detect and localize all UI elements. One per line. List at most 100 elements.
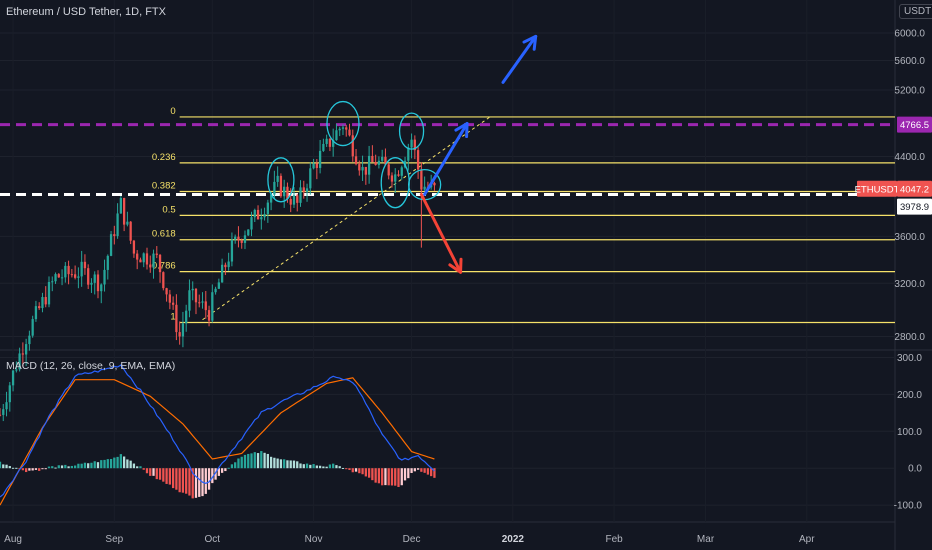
candle-body [253,209,256,218]
price-tick-label: 5200.0 [894,86,925,97]
candle-body [44,297,47,305]
support-price-label: 3978.9 [900,202,929,213]
macd-histogram-bar [181,468,185,493]
trendline[interactable] [202,116,491,321]
price-labels: 4766.5 ETHUSDT 4047.2 3978.9 [855,116,932,215]
candle-body [18,353,21,370]
scenario-arrows[interactable] [419,34,538,274]
candle-body [237,236,240,241]
macd-histogram-bar [377,468,381,484]
candle-body [132,240,136,254]
macd-series [0,364,436,506]
macd-histogram-bar [433,468,436,478]
fib-level-label: 0.618 [152,229,176,240]
candle-body [165,288,168,295]
candle-body [302,187,305,192]
macd-histogram-bar [325,466,328,469]
candle-body [214,288,217,293]
time-tick-label: Mar [697,534,715,545]
candle-body [315,163,318,168]
macd-histogram-bar [21,468,25,471]
candle-body [250,217,253,230]
macd-histogram-bar [381,468,384,486]
time-tick-label: Sep [105,534,123,545]
candle-body [230,239,234,262]
candle-body [312,163,315,169]
time-tick-label: Apr [799,534,815,545]
candle-body [367,155,371,175]
time-tick-label: Oct [205,534,221,545]
macd-histogram-bar [106,459,109,469]
macd-histogram-bar [328,464,332,469]
macd-histogram-bar [276,458,279,469]
arrow-up-second-head [522,34,538,51]
arrow-up-second [501,34,538,84]
currency-badge[interactable]: USDT [899,4,932,19]
candle-body [299,187,302,203]
candle-body [338,128,341,131]
macd-histogram-bar [87,463,90,469]
macd-histogram-bar [279,459,283,469]
pattern-circles[interactable] [267,100,442,209]
pattern-circle [267,157,295,203]
macd-histogram-bar [204,468,207,494]
candle-body [60,277,64,279]
macd-histogram-bar [292,460,296,469]
candle-body [273,181,276,195]
horizontal-lines[interactable] [0,123,895,196]
candlestick-series [0,123,436,422]
candle-body [175,304,178,333]
candle-body [384,156,387,165]
macd-histogram-bar [250,453,253,469]
time-tick-label: Dec [403,534,421,545]
fibonacci-retracement[interactable]: 0 0.236 0.382 0.5 0.618 0.786 1 [152,106,895,324]
macd-histogram-bar [354,468,358,472]
candle-body [70,274,74,276]
macd-tick-label: 200.0 [897,390,922,401]
macd-histogram-bar [227,467,230,469]
macd-histogram-bar [109,458,113,469]
price-tick-label: 4400.0 [894,152,925,163]
macd-histogram-bar [64,464,67,469]
candle-body [400,167,403,176]
candle-body [145,253,149,265]
macd-histogram-bar [100,460,103,469]
candle-body [387,164,390,176]
candle-body [47,281,51,305]
candle-body [51,281,54,283]
macd-line [0,364,435,498]
candle-body [168,294,171,303]
resistance-price-label: 4766.5 [900,120,929,131]
fib-level-label: 0 [170,106,175,117]
macd-histogram-bar [77,463,80,469]
macd-tick-label: 300.0 [897,353,922,364]
candle-body [5,402,8,410]
candle-body [191,288,194,291]
macd-histogram-bar [420,468,423,472]
price-tick-label: 6000.0 [894,29,925,40]
macd-histogram-bar [296,461,299,469]
macd-histogram-bar [47,466,51,469]
fib-level-label: 0.5 [162,204,175,215]
macd-histogram-bar [305,463,309,469]
macd-histogram-bar [90,462,93,469]
candle-body [80,261,83,277]
candle-body [328,138,332,147]
candle-body [266,202,269,215]
macd-histogram-bar [24,468,28,473]
candle-body [152,253,155,268]
candle-body [83,261,87,269]
macd-histogram-bar [168,468,171,485]
candle-body [358,164,361,171]
candle-body [227,261,230,268]
macd-histogram-bar [2,464,5,469]
candle-body [364,166,367,175]
macd-histogram-bar [198,468,201,497]
candle-body [269,194,273,203]
candle-body [335,130,338,141]
candle-body [286,186,289,199]
macd-histogram-bar [318,465,322,469]
candle-body [279,175,283,197]
candle-body [318,150,322,168]
candle-body [73,274,77,278]
